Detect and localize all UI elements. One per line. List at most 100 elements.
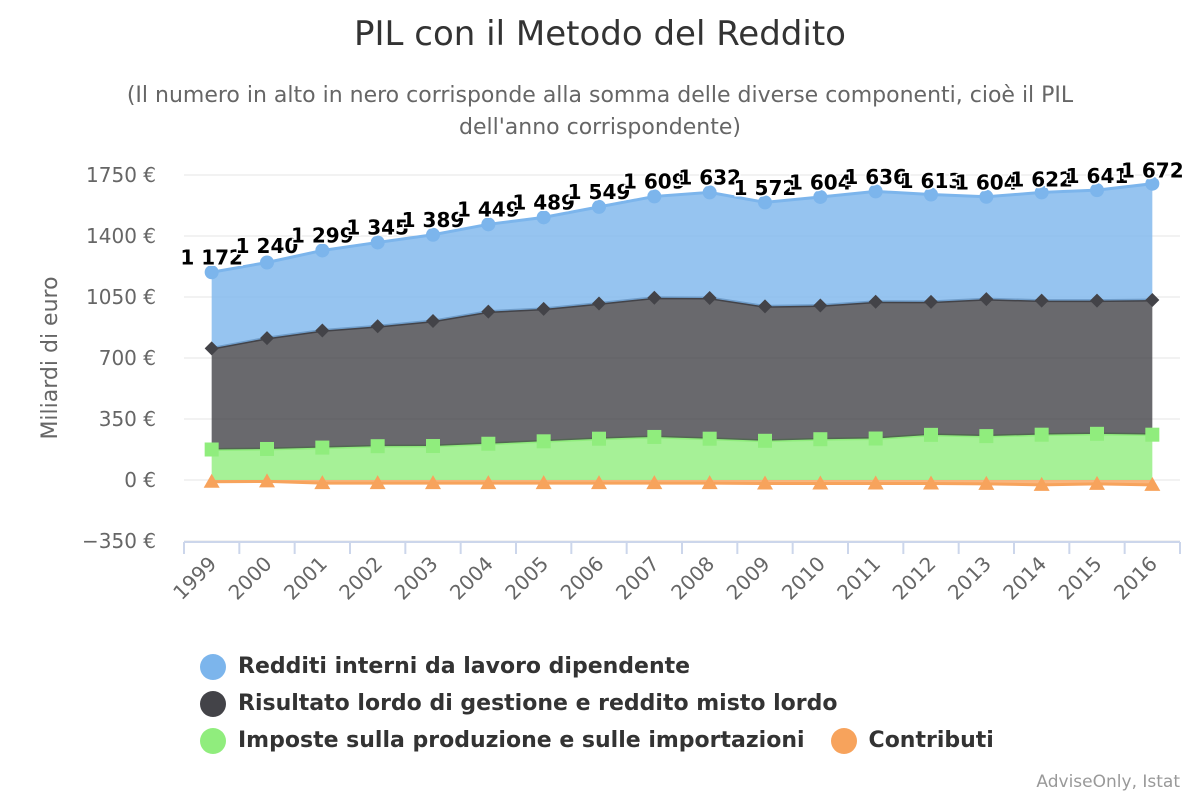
data-point: [1034, 185, 1049, 200]
series-area: [211, 183, 1153, 349]
legend-dot-icon: [200, 653, 226, 680]
y-tick-label: 1400 €: [86, 224, 156, 248]
data-point: [314, 475, 331, 490]
data-point: [979, 292, 994, 307]
markers: [203, 176, 1161, 491]
data-point: [1089, 475, 1105, 490]
data-point: [1145, 427, 1160, 442]
data-point: [868, 184, 883, 199]
legend-dot-icon: [200, 690, 226, 717]
data-point: [425, 475, 441, 490]
legend-dot-icon: [200, 727, 226, 754]
legend-dot-icon: [830, 727, 857, 754]
data-point: [647, 429, 662, 444]
series-area: [211, 433, 1153, 480]
data-point: [592, 199, 606, 214]
data-point: [592, 431, 606, 446]
data-point: [481, 217, 496, 232]
data-point: [646, 475, 663, 490]
x-tick-label: 2004: [445, 552, 498, 605]
data-point: [536, 301, 551, 316]
data-point: [758, 299, 772, 314]
x-tick-label: 2000: [224, 552, 277, 605]
legend-item-redditi[interactable]: Redditi interni da lavoro dipendente: [200, 653, 691, 680]
data-point: [204, 442, 219, 457]
total-data-label: 1 389: [402, 208, 465, 232]
x-tick-label: 2001: [279, 552, 332, 605]
total-data-label: 1 572: [734, 176, 797, 200]
total-data-label: 1 613: [900, 169, 963, 193]
data-point: [979, 429, 994, 444]
data-point: [647, 290, 662, 305]
data-point: [702, 185, 717, 200]
data-point: [535, 475, 552, 490]
data-point: [813, 298, 828, 313]
data-point: [260, 441, 274, 456]
data-point: [315, 323, 330, 338]
data-point: [647, 189, 662, 204]
y-tick-label: 1750 €: [86, 163, 156, 187]
data-point: [813, 189, 828, 204]
legend-label: Contributi: [868, 728, 994, 753]
x-tick-label: 2010: [777, 552, 830, 605]
legend-label: Imposte sulla produzione e sulle importa…: [238, 728, 805, 753]
data-point: [867, 475, 884, 490]
x-tick-label: 2003: [390, 552, 443, 605]
data-point: [315, 243, 330, 258]
y-axis-title: Miliardi di euro: [38, 276, 63, 439]
data-point: [260, 255, 274, 270]
credits[interactable]: AdviseOnly, Istat: [1036, 772, 1180, 792]
data-point: [481, 304, 496, 319]
total-data-label: 1 622: [1010, 167, 1073, 191]
data-point: [1034, 293, 1049, 308]
data-point: [757, 475, 773, 490]
x-tick-label: 2009: [722, 552, 775, 605]
total-data-label: 1 604: [789, 170, 852, 194]
legend-item-contributi[interactable]: Contributi: [830, 727, 994, 754]
data-point: [924, 187, 938, 202]
series-line: [211, 182, 1153, 274]
data-point: [758, 433, 772, 448]
x-tick-label: 2005: [500, 552, 553, 605]
data-point: [370, 235, 385, 250]
data-point: [868, 431, 883, 446]
data-point: [702, 431, 717, 446]
data-point: [592, 296, 606, 311]
data-point: [480, 475, 497, 490]
total-data-label: 1 641: [1066, 164, 1129, 188]
series-area: [211, 297, 1153, 450]
total-data-label: 1 345: [346, 216, 409, 240]
legend-item-imposte[interactable]: Imposte sulla produzione e sulle importa…: [200, 727, 805, 754]
data-point: [1144, 476, 1161, 491]
total-data-label: 1 604: [955, 170, 1018, 194]
data-point: [812, 475, 829, 490]
data-point: [924, 294, 938, 309]
data-point: [1034, 427, 1049, 442]
legend: Redditi interni da lavoro dipendente Ris…: [200, 648, 1100, 759]
total-data-label: 1 609: [623, 170, 686, 194]
data-point: [369, 475, 386, 490]
x-tick-label: 2015: [1054, 552, 1107, 605]
data-point: [813, 432, 828, 447]
total-data-label: 1 636: [844, 165, 907, 189]
data-point: [370, 319, 385, 334]
series-line: [211, 479, 1153, 487]
y-tick-label: 0 €: [124, 468, 156, 492]
data-point: [426, 314, 440, 329]
legend-label: Redditi interni da lavoro dipendente: [238, 654, 691, 679]
data-point: [701, 475, 718, 490]
total-data-label: 1 489: [512, 190, 575, 214]
y-tick-label: 700 €: [99, 346, 156, 370]
data-point: [1145, 292, 1160, 307]
legend-item-risultato[interactable]: Risultato lordo di gestione e reddito mi…: [200, 690, 837, 717]
data-point: [370, 439, 385, 454]
data-point: [1090, 293, 1104, 308]
chart-title: PIL con il Metodo del Reddito: [354, 14, 846, 54]
data-point: [426, 439, 440, 454]
total-data-label: 1 299: [291, 224, 354, 248]
data-point: [203, 473, 220, 488]
total-data-label: 1 672: [1121, 159, 1184, 183]
total-data-label: 1 240: [236, 234, 299, 258]
